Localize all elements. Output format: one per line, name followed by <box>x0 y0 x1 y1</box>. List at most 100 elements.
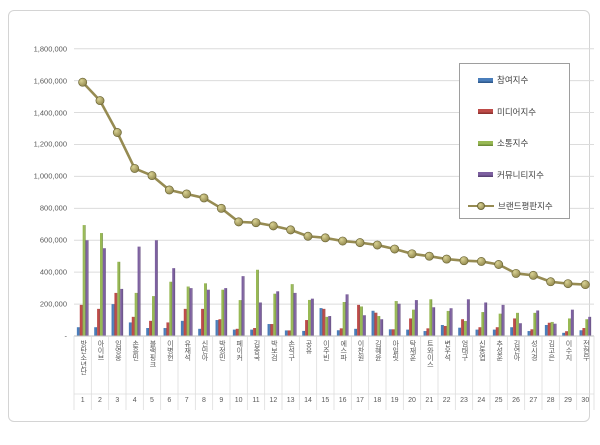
bar-side-참여지수 <box>165 328 167 336</box>
legend-item: 소통지수 <box>460 136 569 150</box>
bar-미디어지수 <box>305 320 308 336</box>
bar-미디어지수 <box>409 318 412 336</box>
bar-참여지수 <box>579 330 582 336</box>
category-name-text: 전현무 <box>582 340 590 361</box>
bar-소통지수 <box>221 289 224 336</box>
bar-side-커뮤니티지수 <box>503 304 505 336</box>
bar-참여지수 <box>510 327 513 336</box>
category-name-text: 변우석 <box>443 340 451 361</box>
bar-side-소통지수 <box>119 261 121 336</box>
category-rank: 6 <box>167 397 172 404</box>
category-label: 이찬원 <box>351 340 368 394</box>
category-rank: 18 <box>373 397 382 404</box>
bar-커뮤니티지수 <box>518 323 522 336</box>
line-marker <box>580 280 590 290</box>
bar-소통지수 <box>100 233 103 336</box>
category-rank: 22 <box>442 397 451 404</box>
bar-소통지수 <box>82 225 85 336</box>
category-label: 변우석 <box>438 340 455 394</box>
bar-참여지수 <box>198 328 201 336</box>
bar-미디어지수 <box>183 308 186 336</box>
category-label: 신민아 <box>195 340 212 394</box>
bar-side-커뮤니티지수 <box>365 315 366 336</box>
category-name-text: 방탄소년단 <box>79 340 87 375</box>
bar-커뮤니티지수 <box>570 309 574 336</box>
line-marker <box>234 217 244 227</box>
category-name-text: 박정민 <box>218 340 226 361</box>
category-name-text: 이찬원 <box>357 340 365 361</box>
bar-side-소통지수 <box>500 313 502 336</box>
legend-item: 브랜드평판지수 <box>460 199 569 213</box>
bar-side-소통지수 <box>102 233 103 336</box>
bar-커뮤니티지수 <box>328 316 331 336</box>
bar-커뮤니티지수 <box>432 307 435 336</box>
bar-side-소통지수 <box>223 289 225 336</box>
category-label: 엄태구 <box>455 340 472 394</box>
bar-커뮤니티지수 <box>536 310 539 336</box>
line-marker <box>216 203 226 213</box>
y-axis-label: 1,200,000 <box>33 139 67 149</box>
bar-커뮤니티지수 <box>293 292 296 336</box>
bar-커뮤니티지수 <box>224 288 227 336</box>
bar-side-커뮤니티지수 <box>243 276 245 336</box>
line-marker <box>251 218 261 228</box>
line-marker <box>528 270 538 280</box>
line-marker <box>112 128 122 137</box>
bar-side-참여지수 <box>373 310 375 336</box>
line-marker <box>303 231 313 241</box>
category-rank: 16 <box>338 397 347 404</box>
bar-side-커뮤니티지수 <box>191 288 193 336</box>
bar-커뮤니티지수 <box>553 323 556 336</box>
bar-side-커뮤니티지수 <box>87 240 89 336</box>
category-label: 아일릿 <box>386 340 403 394</box>
bar-소통지수 <box>152 296 155 336</box>
bar-side-커뮤니티지수 <box>105 248 106 336</box>
bar-미디어지수 <box>374 312 377 336</box>
bar-side-미디어지수 <box>168 322 170 336</box>
line-marker <box>390 244 400 254</box>
bar-소통지수 <box>256 269 259 336</box>
bar-커뮤니티지수 <box>137 246 140 336</box>
bar-소통지수 <box>446 310 449 336</box>
legend-swatch-icon <box>478 109 493 114</box>
bar-커뮤니티지수 <box>588 316 591 336</box>
bar-side-소통지수 <box>466 320 467 336</box>
bar-side-미디어지수 <box>116 292 118 336</box>
line-marker <box>459 256 469 266</box>
category-name-text: 유재석 <box>183 340 191 361</box>
category-rank: 14 <box>304 397 312 404</box>
bar-side-커뮤니티지수 <box>486 302 488 336</box>
bar-side-커뮤니티지수 <box>209 289 210 336</box>
bar-side-미디어지수 <box>463 319 464 336</box>
bar-side-소통지수 <box>292 284 294 336</box>
legend-item: 미디어지수 <box>460 105 569 119</box>
category-label: 방탄소년단 <box>74 340 91 394</box>
bar-side-소통지수 <box>258 269 259 336</box>
bar-side-커뮤니티지수 <box>434 307 436 336</box>
bar-커뮤니티지수 <box>276 291 279 336</box>
bar-side-커뮤니티지수 <box>417 300 418 336</box>
bar-side-참여지수 <box>252 329 254 336</box>
bar-커뮤니티지수 <box>258 302 262 336</box>
bar-side-참여지수 <box>477 329 479 336</box>
y-axis-label: 1,000,000 <box>33 171 67 181</box>
bar-side-참여지수 <box>339 330 340 336</box>
category-rank: 19 <box>390 397 399 404</box>
bar-참여지수 <box>440 324 444 336</box>
bar-참여지수 <box>388 329 392 336</box>
bar-미디어지수 <box>443 325 446 336</box>
bar-side-미디어지수 <box>151 320 152 336</box>
y-axis-label: 1,600,000 <box>33 76 67 86</box>
line-marker <box>442 254 452 264</box>
legend-label: 소통지수 <box>497 138 529 148</box>
category-label: 김혜윤 <box>369 340 386 394</box>
bar-소통지수 <box>238 300 241 336</box>
bar-미디어지수 <box>339 328 342 336</box>
bar-side-소통지수 <box>570 318 571 336</box>
category-label: 블랙핑크 <box>143 340 160 394</box>
bar-side-미디어지수 <box>428 328 430 336</box>
bar-소통지수 <box>533 312 536 336</box>
category-name-text: 이병헌 <box>166 340 174 361</box>
y-axis-label: 600,000 <box>39 235 67 245</box>
category-label: 손흥민 <box>126 340 143 394</box>
